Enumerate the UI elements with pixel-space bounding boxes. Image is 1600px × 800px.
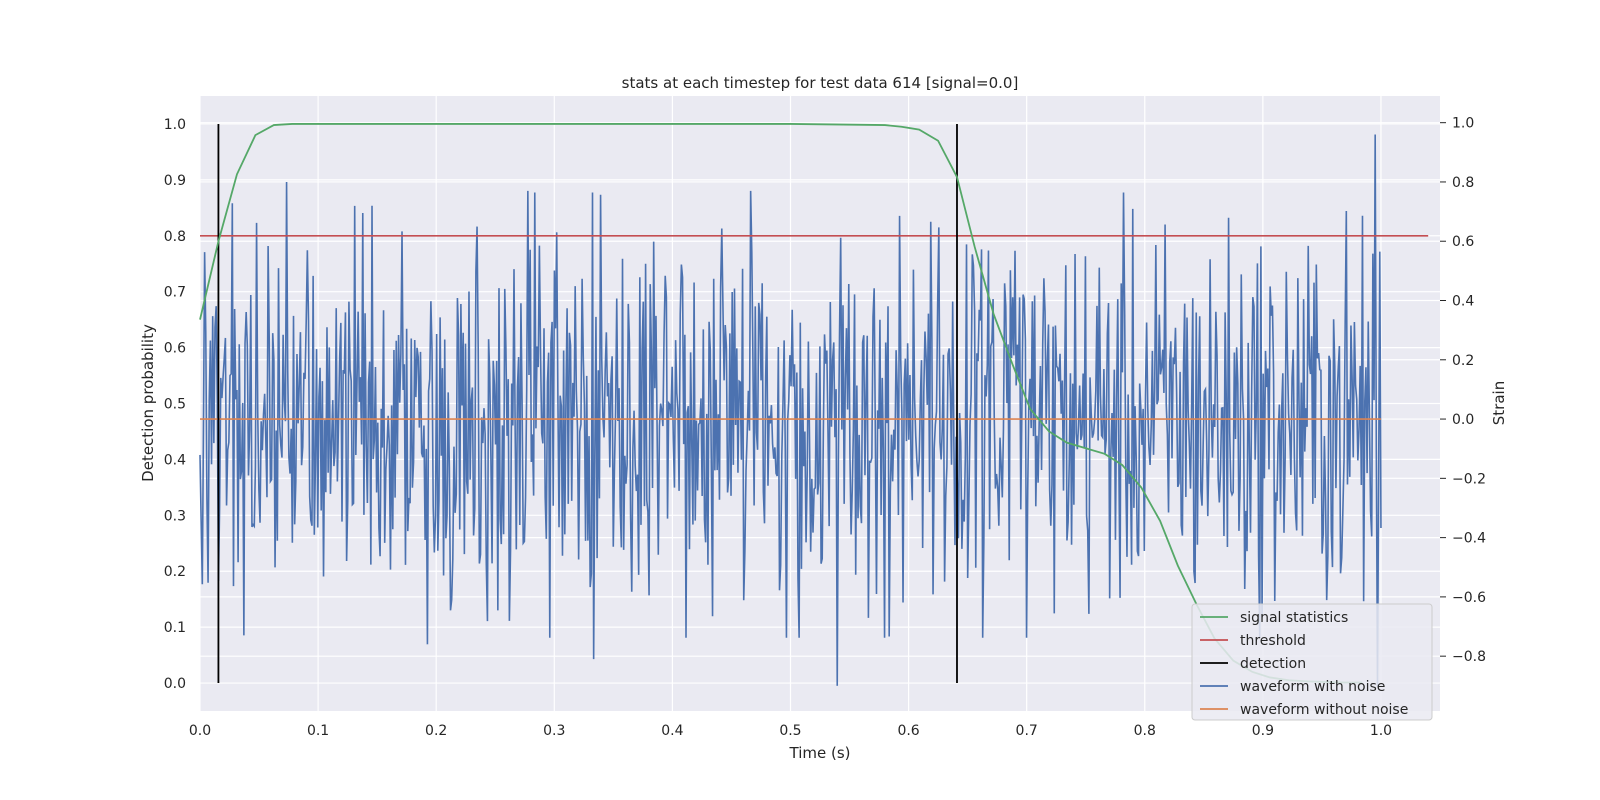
x-tick-label: 0.5 <box>779 723 801 739</box>
y-tick-label: 0.1 <box>164 620 186 636</box>
y2-axis-label: Strain <box>1490 381 1508 425</box>
y-axis-label: Detection probability <box>139 324 157 482</box>
y2-tick-label: 0.8 <box>1452 175 1474 191</box>
y2-tick-label: −0.4 <box>1452 531 1486 547</box>
legend-label: waveform without noise <box>1240 702 1408 718</box>
y2-tick-label: 0.4 <box>1452 294 1474 310</box>
x-axis: 0.0 0.1 0.2 0.3 0.4 0.5 0.6 0.7 0.8 0.9 1.0 <box>189 723 1392 739</box>
y2-tick-label: −0.8 <box>1452 649 1486 665</box>
legend-label: threshold <box>1240 633 1306 649</box>
x-tick-label: 0.0 <box>189 723 211 739</box>
y2-tick-label: 0.6 <box>1452 234 1474 250</box>
y2-tick-label: 0.2 <box>1452 353 1474 369</box>
legend: signal statistics threshold detection wavef… <box>1191 603 1433 721</box>
y-tick-label: 0.0 <box>164 676 186 692</box>
x-tick-label: 1.0 <box>1370 723 1392 739</box>
legend-label: detection <box>1240 656 1306 672</box>
y-tick-label: 0.5 <box>164 397 186 413</box>
y-tick-label: 0.9 <box>164 173 186 189</box>
chart-title: stats at each timestep for test data 614… <box>622 74 1019 92</box>
y-tick-label: 0.2 <box>164 564 186 580</box>
x-tick-label: 0.1 <box>307 723 329 739</box>
x-tick-label: 0.6 <box>897 723 919 739</box>
y-axis-right: −0.8 −0.6 −0.4 −0.2 0.0 0.2 0.4 0.6 0.8 1.0 <box>1440 116 1486 665</box>
y-tick-label: 0.7 <box>164 285 186 301</box>
legend-box <box>1191 603 1433 721</box>
y2-tick-label: 1.0 <box>1452 116 1474 132</box>
y2-tick-label: 0.0 <box>1452 412 1474 428</box>
x-tick-label: 0.9 <box>1252 723 1274 739</box>
x-tick-label: 0.3 <box>543 723 565 739</box>
y-tick-label: 0.8 <box>164 229 186 245</box>
series-waveform-with-noise <box>199 134 1382 686</box>
x-tick-label: 0.4 <box>661 723 683 739</box>
x-tick-label: 0.2 <box>425 723 447 739</box>
y-tick-label: 0.6 <box>164 341 186 357</box>
legend-label: signal statistics <box>1240 610 1348 626</box>
y2-tick-label: −0.6 <box>1452 590 1486 606</box>
x-tick-label: 0.8 <box>1134 723 1156 739</box>
x-tick-label: 0.7 <box>1016 723 1038 739</box>
y-tick-label: 0.3 <box>164 508 186 524</box>
legend-label: waveform with noise <box>1240 679 1385 695</box>
y2-tick-label: −0.2 <box>1452 471 1486 487</box>
y-axis-left: 0.0 0.1 0.2 0.3 0.4 0.5 0.6 0.7 0.8 0.9 1.0 <box>164 117 186 692</box>
y-tick-label: 1.0 <box>164 117 186 133</box>
y-tick-label: 0.4 <box>164 452 186 468</box>
x-axis-label: Time (s) <box>789 744 851 762</box>
